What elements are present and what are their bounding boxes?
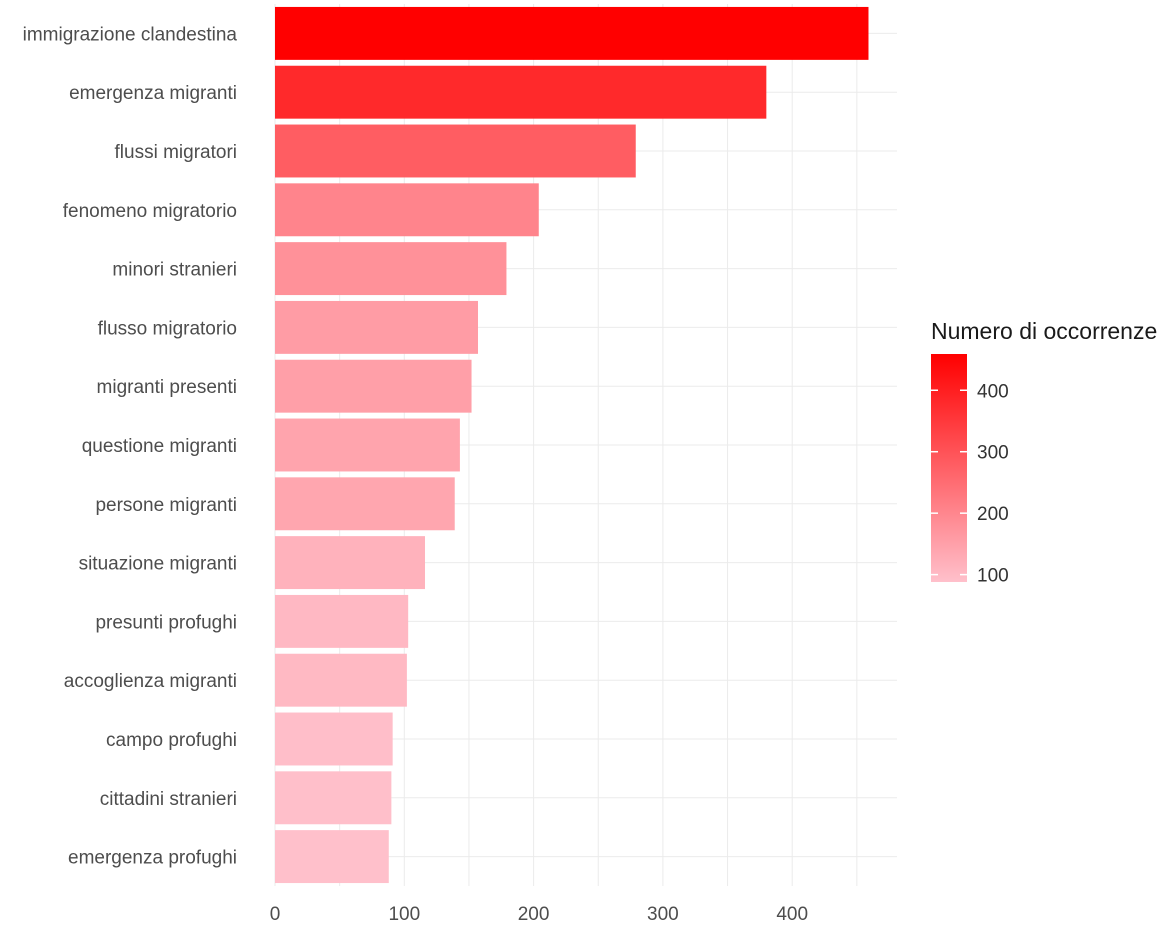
category-label: flussi migratori	[115, 142, 237, 163]
category-label: flusso migratorio	[98, 318, 237, 339]
bar	[275, 771, 392, 825]
bar	[275, 536, 425, 590]
x-axis-ticks: 0 100 200 300 400	[270, 904, 808, 925]
category-label: immigrazione clandestina	[23, 24, 238, 45]
category-label: presunti profughi	[95, 612, 237, 633]
bars	[275, 6, 869, 884]
x-tick-label: 200	[518, 904, 550, 925]
bar	[275, 65, 767, 119]
legend-title: Numero di occorrenze	[931, 318, 1157, 344]
category-label: emergenza profughi	[68, 848, 237, 869]
category-label: emergenza migranti	[69, 83, 237, 104]
x-tick-label: 400	[776, 904, 808, 925]
category-label: migranti presenti	[97, 377, 237, 398]
bar	[275, 300, 479, 354]
legend-tick-label: 200	[977, 504, 1009, 525]
category-labels: immigrazione clandestina emergenza migran…	[23, 24, 238, 868]
x-tick-label: 100	[388, 904, 420, 925]
category-label: campo profughi	[106, 730, 237, 751]
bar	[275, 359, 472, 413]
bar	[275, 830, 389, 884]
legend-tick-label: 400	[977, 381, 1009, 402]
category-label: persone migranti	[95, 495, 237, 516]
bar	[275, 653, 407, 707]
bar	[275, 418, 460, 472]
bar	[275, 594, 409, 648]
x-tick-label: 0	[270, 904, 281, 925]
bar	[275, 477, 455, 531]
bar	[275, 124, 636, 178]
category-label: questione migranti	[82, 436, 237, 457]
legend-tick-label: 100	[977, 566, 1009, 587]
category-label: cittadini stranieri	[100, 789, 237, 810]
legend-tick-label: 300	[977, 443, 1009, 464]
legend-colorbar	[931, 354, 967, 582]
x-tick-label: 300	[647, 904, 679, 925]
bar	[275, 6, 869, 60]
bar	[275, 712, 393, 766]
category-label: accoglienza migranti	[64, 671, 237, 692]
legend-ticks: 100 200 300 400	[931, 381, 1009, 587]
category-label: fenomeno migratorio	[63, 201, 237, 222]
legend: Numero di occorrenze 100 200 300 400	[931, 318, 1157, 587]
bar	[275, 242, 507, 296]
category-label: minori stranieri	[112, 260, 237, 281]
category-label: situazione migranti	[79, 554, 237, 575]
bar	[275, 183, 539, 237]
